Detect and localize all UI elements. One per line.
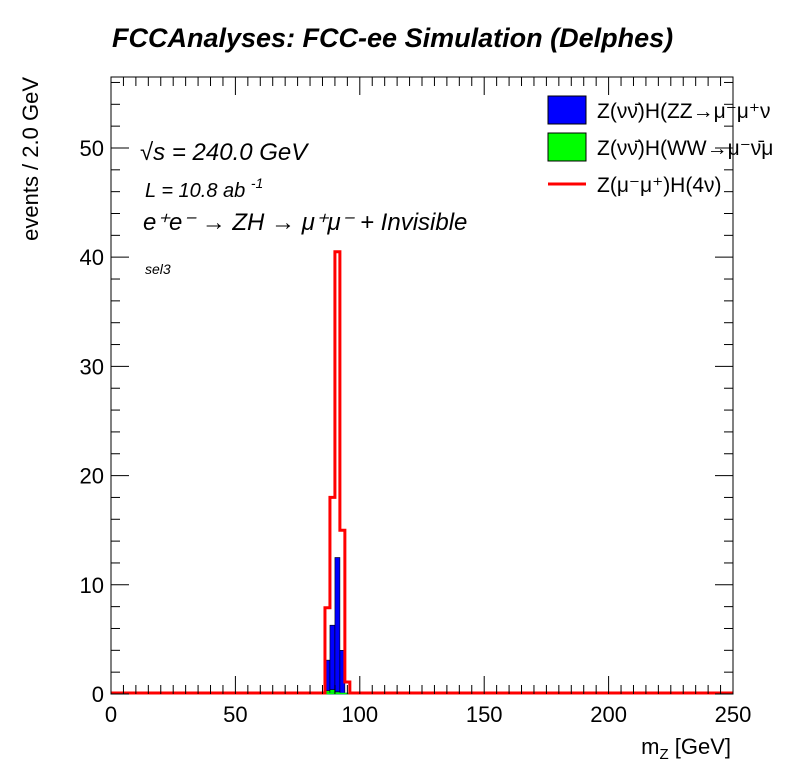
y-tick-label: 40: [80, 245, 104, 270]
x-tick-label: 150: [466, 702, 503, 727]
y-tick-label: 50: [80, 136, 104, 161]
legend-label-0: Z(νν̄)H(ZZ→μ⁻μ⁺ν: [597, 100, 771, 123]
y-axis-label: events / 2.0 GeV: [18, 77, 43, 241]
legend-label-1: Z(νν̄)H(WW→μ⁻ν̄μ: [597, 137, 773, 160]
bar-0-2: [334, 557, 341, 695]
lumi-text: L = 10.8 ab: [145, 180, 245, 202]
process-annotation: e⁺e⁻ → ZH → μ⁺μ⁻ + Invisible: [143, 209, 467, 236]
plot-frame: [110, 76, 734, 695]
y-tick-label: 30: [80, 354, 104, 379]
chart-title: FCCAnalyses: FCC-ee Simulation (Delphes): [112, 23, 673, 53]
x-tick-label: 0: [105, 702, 117, 727]
x-axis-label: mZ [GeV]: [641, 734, 731, 763]
legend-swatch-1: [547, 132, 587, 162]
tick-layer: 0 50 100 150 200 250 0 10 20 30 40 50: [80, 77, 752, 727]
x-tick-label: 200: [590, 702, 627, 727]
annotation-group: √s = 240.0 GeV L = 10.8 ab -1 e⁺e⁻ → ZH …: [140, 139, 467, 277]
x-tick-label: 250: [715, 702, 752, 727]
energy-annotation: √s = 240.0 GeV: [140, 139, 309, 166]
series-layer: [111, 250, 733, 695]
lumi-exponent: -1: [251, 175, 263, 191]
y-tick-label: 20: [80, 464, 104, 489]
y-tick-label: 10: [80, 573, 104, 598]
selection-annotation: sel3: [145, 261, 171, 277]
lumi-annotation: L = 10.8 ab -1: [145, 175, 263, 202]
bar-0-1: [329, 624, 336, 695]
x-tick-label: 100: [341, 702, 378, 727]
x-tick-label: 50: [223, 702, 247, 727]
legend-swatch-0: [547, 95, 587, 125]
legend-label-2: Z(μ⁻μ⁺)H(4ν): [597, 174, 722, 197]
legend: Z(νν̄)H(ZZ→μ⁻μ⁺ν Z(νν̄)H(WW→μ⁻ν̄μ Z(μ⁻μ⁺)H…: [547, 95, 773, 197]
y-tick-label: 0: [92, 682, 104, 707]
series-line-2: [111, 250, 733, 695]
